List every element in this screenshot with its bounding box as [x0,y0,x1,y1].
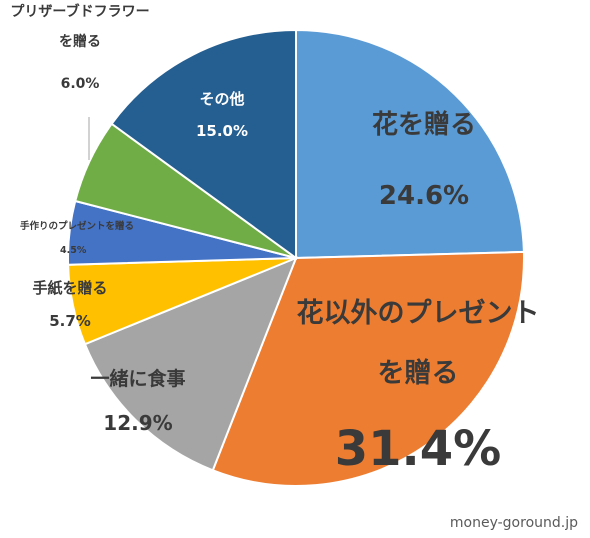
slice-value-label: 12.9% [103,411,172,435]
slice-value-label: 4.5% [60,245,87,256]
slice-label: 一緒に食事 [90,367,185,390]
slice-value-label: 6.0% [61,76,100,92]
slice-value-label: 15.0% [196,122,248,140]
pie-slice [295,28,525,260]
slice-label: 手紙を贈る [32,279,107,297]
pie-slice [110,28,297,260]
watermark-text: money-goround.jp [450,515,578,531]
slices-layer [67,28,525,487]
pie-slice [83,256,298,472]
slice-label: 花以外のプレゼントを贈る [297,298,540,389]
slice-value-label: 5.7% [49,312,91,330]
slice-label: 花を贈る [372,109,476,140]
slice-label: プリザーブドフラワーを贈る [10,3,149,50]
slice-value-label: 31.4% [335,421,502,477]
slice-label: 手作りのプレゼントを贈る [20,220,134,232]
pie-slice [211,250,525,487]
slice-value-label: 24.6% [379,181,469,211]
slice-label: その他 [199,90,244,108]
labels-layer: 花を贈る 24.6% 花以外のプレゼントを贈る 31.4% 一緒に食事 12.9% 手紙を贈… [10,3,539,477]
